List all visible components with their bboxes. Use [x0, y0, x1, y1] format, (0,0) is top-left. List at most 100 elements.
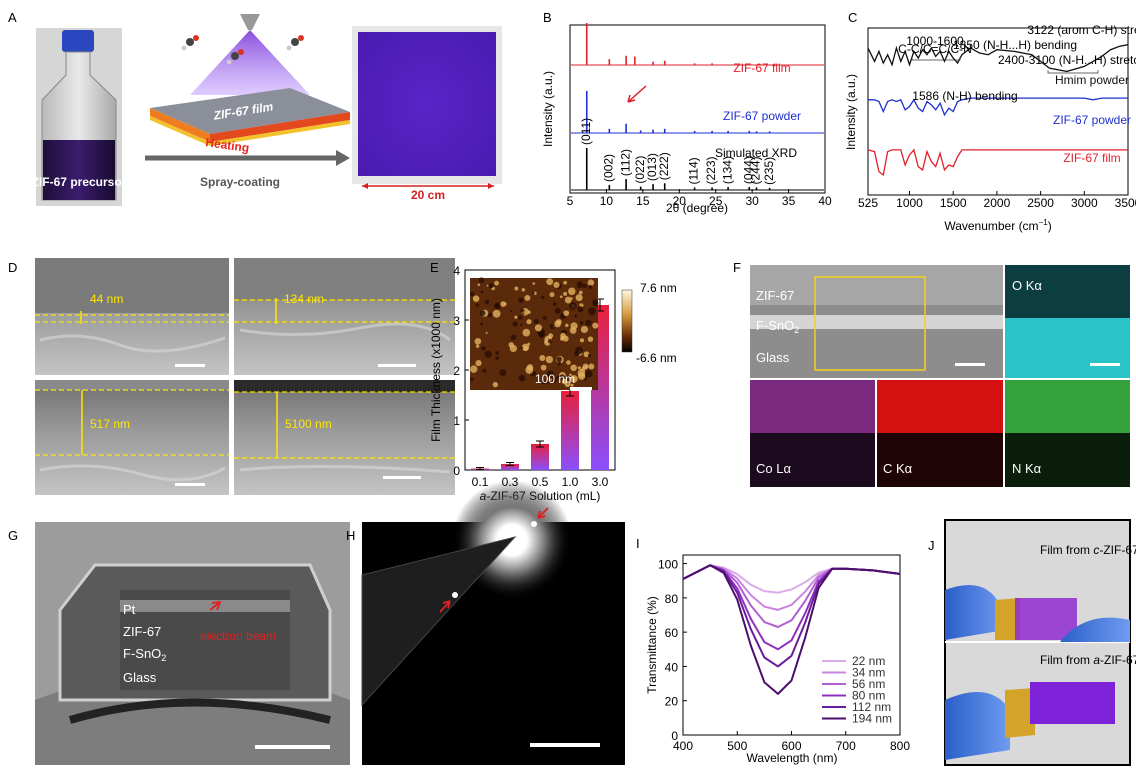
figure: A ZIF-67 precursor ZIF-67 film Heating S…	[0, 0, 1136, 769]
x-tick-label: 700	[836, 739, 856, 753]
afm-grain	[550, 324, 555, 329]
caption: ZIF-67 precursor	[32, 175, 127, 189]
afm-grain	[522, 313, 524, 315]
x-tick-label: 3500	[1115, 196, 1136, 210]
panel-label: J	[928, 538, 935, 553]
x-tick-label: 40	[818, 194, 832, 208]
afm-grain	[539, 355, 545, 361]
y-tick-label: 0	[453, 464, 460, 478]
panel-label: B	[543, 10, 552, 25]
afm-grain	[535, 324, 542, 331]
y-tick-label: 0	[671, 729, 678, 743]
x-tick-label: 25	[709, 194, 723, 208]
afm-grain	[568, 288, 576, 296]
layer-label: F-SnO2	[123, 646, 166, 663]
thickness-label: 134 nm	[284, 292, 324, 306]
afm-grain	[485, 351, 492, 358]
afm-grain	[556, 319, 562, 325]
thickness-label: 517 nm	[90, 417, 130, 431]
panel-label: F	[733, 260, 741, 275]
afm-grain	[563, 281, 567, 285]
x-tick-label: 5	[567, 194, 574, 208]
x-tick-label: 20	[673, 194, 687, 208]
afm-grain	[522, 288, 525, 291]
afm-grain	[514, 287, 518, 291]
x-tick-label: 1000	[896, 196, 923, 210]
afm-grain	[553, 302, 557, 306]
series-label: ZIF-67 film	[733, 61, 790, 75]
map-label: O Kα	[1012, 278, 1042, 293]
afm-grain	[577, 281, 584, 288]
afm-grain	[563, 292, 567, 296]
afm-grain	[522, 329, 530, 337]
x-tick-label: 0.5	[532, 475, 549, 489]
afm-grain	[588, 307, 596, 315]
afm-grain	[489, 283, 494, 288]
afm-grain	[583, 284, 587, 288]
afm-grain	[514, 316, 517, 319]
peak-label: (134)	[720, 156, 734, 184]
afm-grain	[479, 277, 485, 283]
afm-grain	[546, 278, 553, 285]
thickness-label: 44 nm	[90, 292, 123, 306]
x-tick-label: 2000	[984, 196, 1011, 210]
annotation: 2400-3100 (N-H...H) stretch	[998, 53, 1136, 67]
afm-grain	[553, 282, 559, 288]
afm-grain	[473, 295, 480, 302]
afm-grain	[475, 338, 482, 345]
peak-label: (011)	[579, 118, 593, 145]
afm-grain	[478, 284, 481, 287]
afm-grain	[485, 300, 490, 305]
y-tick-label: 3	[453, 314, 460, 328]
y-axis-label: Transmittance (%)	[645, 596, 659, 694]
panel-label: D	[8, 260, 17, 275]
afm-grain	[525, 366, 533, 374]
scale-bar	[570, 387, 592, 390]
x-tick-label: 800	[890, 739, 910, 753]
afm-grain	[494, 304, 499, 309]
y-tick-label: 1	[453, 414, 460, 428]
afm-grain	[510, 335, 516, 341]
layer-label-text: F-SnO	[123, 646, 161, 661]
afm-grain	[541, 296, 544, 299]
afm-grain	[563, 310, 569, 316]
afm-grain	[534, 319, 539, 324]
afm-grain	[585, 320, 591, 326]
x-tick-label: 0.3	[502, 475, 519, 489]
color-bar-label: -6.6 nm	[636, 351, 677, 365]
x-tick-label: 500	[727, 739, 747, 753]
peak-label: (112)	[618, 149, 632, 176]
x-tick-label: 15	[636, 194, 650, 208]
caption-text: -ZIF-67	[1100, 653, 1136, 667]
panel-label: C	[848, 10, 857, 25]
x-axis-label-text: Wavenumber (cm	[944, 219, 1038, 233]
x-tick-label: 3000	[1071, 196, 1098, 210]
line	[683, 565, 900, 610]
afm-grain	[585, 370, 593, 378]
x-tick-label: 1500	[940, 196, 967, 210]
peak-label: (002)	[602, 154, 616, 182]
afm-grain	[532, 292, 534, 294]
afm-grain	[565, 324, 568, 327]
layer-label-text: F-SnO	[756, 318, 794, 333]
x-tick-label: 525	[858, 196, 878, 210]
afm-grain	[524, 295, 530, 301]
afm-grain	[500, 301, 506, 307]
series-label: Simulated XRD	[715, 146, 797, 160]
afm-grain	[550, 292, 555, 297]
afm-grain	[527, 311, 531, 315]
afm-grain	[541, 365, 547, 371]
afm-grain	[470, 292, 474, 296]
afm-grain	[483, 369, 487, 373]
afm-grain	[546, 356, 553, 363]
afm-grain	[476, 345, 479, 348]
eds-maps	[750, 265, 1130, 487]
afm-grain	[481, 346, 485, 350]
caption: Film from a-ZIF-67	[1040, 653, 1136, 667]
layer-label: Pt	[123, 602, 136, 617]
y-tick-label: 40	[665, 660, 679, 674]
x-tick-label: 0.1	[472, 475, 489, 489]
afm-grain	[495, 356, 499, 360]
afm-grain	[589, 286, 592, 289]
panel-label: G	[8, 528, 18, 543]
